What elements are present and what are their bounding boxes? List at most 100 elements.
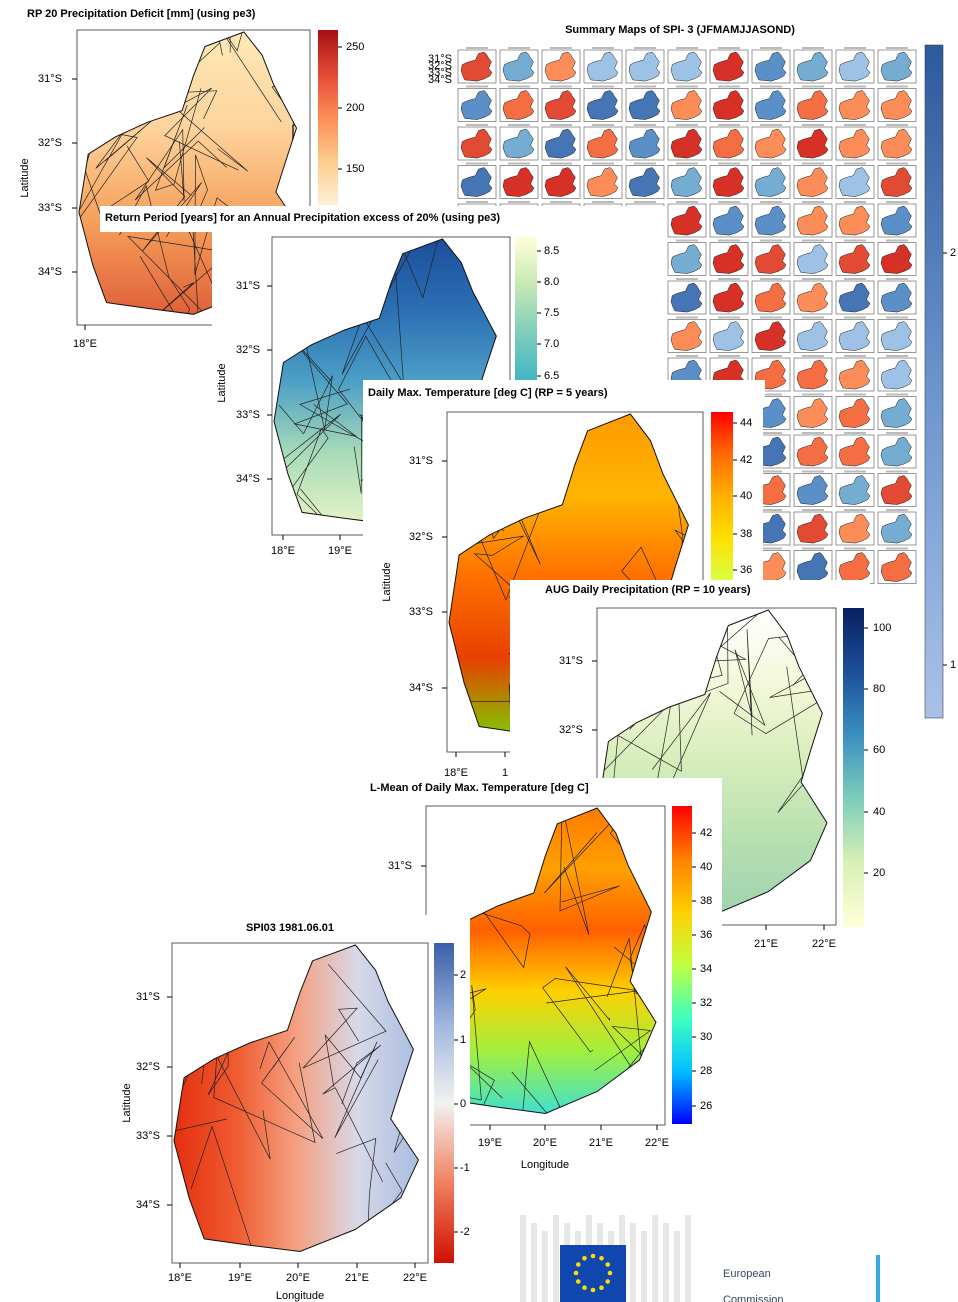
colorbar: [711, 412, 733, 580]
y-tick-label: 31°S: [38, 73, 62, 85]
colorbar-label: 42: [700, 827, 712, 839]
mini-map-label: [592, 124, 614, 126]
colorbar: [434, 943, 454, 1263]
y-tick-label: 32°S: [38, 137, 62, 149]
colorbar-label: 40: [740, 490, 752, 502]
mini-map-label: [844, 240, 866, 242]
colorbar-label: -1: [460, 1162, 470, 1174]
mini-map-label: [844, 47, 866, 49]
x-tick-label: 21°E: [754, 938, 778, 950]
mini-map-label: [844, 548, 866, 550]
mini-map-label: [718, 355, 740, 357]
colorbar-label: 100: [873, 622, 891, 634]
colorbar: [672, 806, 692, 1124]
mini-map-label: [760, 471, 782, 473]
x-tick-label: 20°E: [286, 1272, 310, 1284]
mini-map-label: [760, 163, 782, 165]
logo-stripe: [641, 1231, 647, 1302]
y-axis-label: Latitude: [381, 562, 393, 601]
colorbar-label: 34: [700, 963, 712, 975]
colorbar-label: 38: [700, 895, 712, 907]
mini-map-label: [550, 124, 572, 126]
mini-map-label: [802, 124, 824, 126]
mini-map-label: [466, 201, 488, 203]
mini-map-label: [550, 47, 572, 49]
mini-map-label: [508, 124, 530, 126]
logo-stripe: [531, 1223, 537, 1302]
logo-stripe: [663, 1223, 669, 1302]
mini-map-label: [676, 163, 698, 165]
colorbar-label: 200: [346, 102, 364, 114]
y-tick-label: 32°S: [236, 344, 260, 356]
colorbar-label: 40: [873, 806, 885, 818]
mini-map-label: [760, 240, 782, 242]
eu-star: [591, 1288, 596, 1293]
colorbar-label: 28: [700, 1065, 712, 1077]
colorbar-label: 8.0: [544, 276, 559, 288]
x-axis-label: Longitude: [521, 1159, 569, 1171]
logo-stripe: [542, 1231, 548, 1302]
x-tick-label: 22°E: [645, 1137, 669, 1149]
mini-map-label: [802, 394, 824, 396]
colorbar-label: 60: [873, 744, 885, 756]
mini-map-label: [592, 47, 614, 49]
mini-map-label: [844, 471, 866, 473]
mini-map-label: [886, 548, 908, 550]
colorbar-label: 44: [740, 417, 752, 429]
colorbar-label: 2: [460, 969, 466, 981]
mini-map-label: [760, 86, 782, 88]
x-tick-label: 22°E: [403, 1272, 427, 1284]
mini-map-label: [508, 47, 530, 49]
logo-text: European: [723, 1268, 771, 1280]
mini-map-label: [886, 163, 908, 165]
mini-map-label: [592, 163, 614, 165]
mini-map-label: [718, 163, 740, 165]
mini-map-label: [802, 509, 824, 511]
mini-map-label: [508, 163, 530, 165]
eu-star: [605, 1279, 610, 1284]
panel-title: RP 20 Precipitation Deficit [mm] (using …: [27, 8, 256, 20]
mini-map-label: [886, 86, 908, 88]
mini-map-label: [676, 317, 698, 319]
mini-map-label: [550, 163, 572, 165]
mini-map-label: [844, 355, 866, 357]
y-tick-label: 33°S: [409, 606, 433, 618]
mini-map-label: [802, 201, 824, 203]
mini-map-label: [844, 163, 866, 165]
mini-map-label: [886, 394, 908, 396]
mini-map-label: [760, 201, 782, 203]
y-tick-label: 31°S: [409, 455, 433, 467]
mini-map-label: [676, 201, 698, 203]
mini-map-label: [802, 47, 824, 49]
mini-map-label: [718, 201, 740, 203]
mini-map-label: [886, 317, 908, 319]
y-tick-label: 31°S: [388, 860, 412, 872]
mini-map-label: [802, 432, 824, 434]
mini-map-label: [718, 124, 740, 126]
mini-map-label: [676, 278, 698, 280]
logo-bar: [876, 1255, 880, 1302]
y-tick-label: 31°S: [136, 991, 160, 1003]
y-tick-label: 34°S: [236, 473, 260, 485]
mini-map-label: [634, 201, 656, 203]
mini-map-label: [844, 278, 866, 280]
mini-map-label: [676, 240, 698, 242]
panel-title: SPI03 1981.06.01: [246, 922, 334, 934]
eu-flag: [560, 1245, 626, 1302]
colorbar-label: 150: [346, 163, 364, 175]
mini-map-label: [802, 548, 824, 550]
logo-stripe: [520, 1215, 526, 1302]
eu-star: [605, 1262, 610, 1267]
colorbar-label: 26: [700, 1100, 712, 1112]
mini-map-label: [634, 86, 656, 88]
logo-stripe: [685, 1215, 691, 1302]
mini-map-label: [886, 124, 908, 126]
colorbar-label: 1: [950, 659, 956, 671]
mini-map-label: [844, 432, 866, 434]
y-tick-label: 32°S: [409, 531, 433, 543]
logo-stripe: [652, 1215, 658, 1302]
mini-map-label: [886, 47, 908, 49]
x-tick-label: 18°E: [168, 1272, 192, 1284]
x-tick-label: 18°E: [444, 767, 468, 779]
mini-map-label: [466, 86, 488, 88]
